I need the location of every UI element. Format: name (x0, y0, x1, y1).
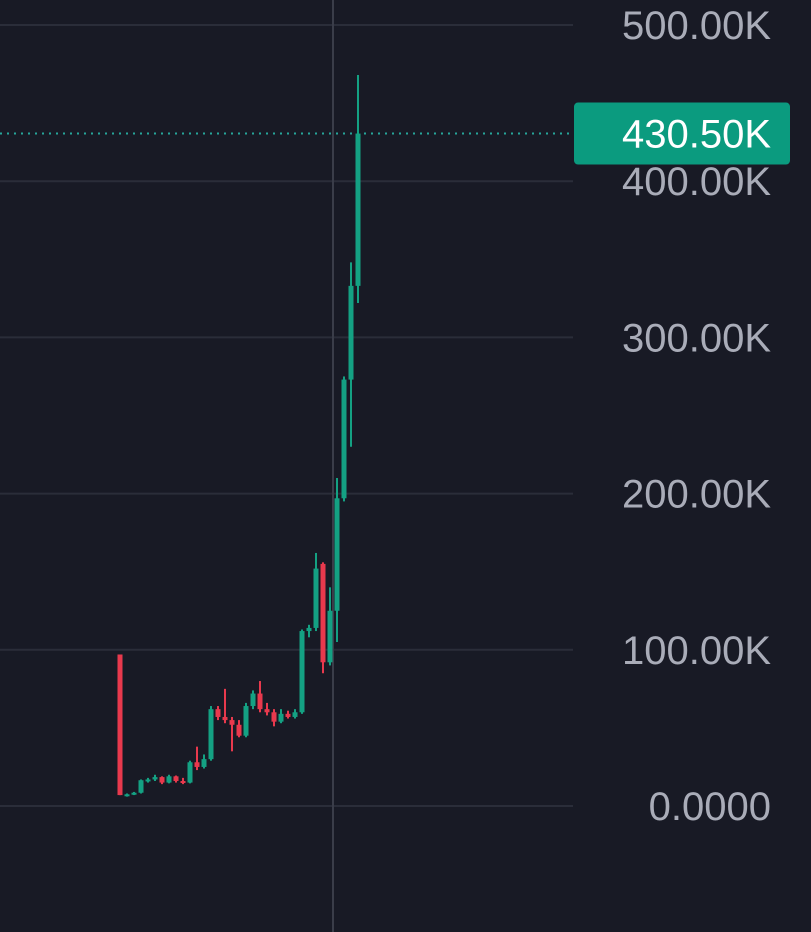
current-price-tag: 430.50K (574, 103, 790, 165)
candle[interactable] (244, 703, 249, 737)
price-axis-tick-label: 500.00K (622, 4, 771, 48)
candle[interactable] (118, 654, 123, 795)
candle[interactable] (321, 562, 326, 673)
price-axis-tick-label: 200.00K (622, 473, 771, 517)
candle-body (216, 709, 221, 717)
price-axis-tick-label: 400.00K (622, 160, 771, 204)
candle-body (314, 569, 319, 628)
candle-body (195, 762, 200, 767)
candle-body (167, 776, 172, 782)
candle-body (174, 776, 179, 781)
candle-body (342, 380, 347, 499)
candle-body (118, 654, 123, 795)
candle-body (237, 725, 242, 736)
candle-body (279, 714, 284, 722)
candle-body (300, 631, 305, 712)
candle-body (160, 777, 165, 782)
price-axis-tick-label: 300.00K (622, 316, 771, 360)
candle-body (188, 762, 193, 782)
candle-body (153, 777, 158, 779)
candle[interactable] (209, 706, 214, 761)
candle-body (328, 611, 333, 663)
candle-body (230, 720, 235, 725)
candle[interactable] (300, 629, 305, 713)
price-axis-tick-label: 100.00K (622, 629, 771, 673)
candle-body (223, 717, 228, 720)
candle-body (307, 628, 312, 631)
candle-body (349, 286, 354, 380)
candle-body (132, 793, 137, 795)
candle[interactable] (139, 779, 144, 793)
candle-body (258, 694, 263, 710)
candle[interactable] (188, 761, 193, 784)
candle-body (286, 714, 291, 717)
candle-body (209, 709, 214, 759)
candle[interactable] (342, 376, 347, 501)
candle-body (146, 779, 151, 781)
current-price-label: 430.50K (622, 113, 771, 157)
candle-body (356, 134, 361, 286)
candle-body (335, 498, 340, 610)
candle-body (251, 694, 256, 706)
candle-body (321, 564, 326, 662)
candle-body (244, 706, 249, 736)
candle-body (265, 709, 270, 712)
candle-body (202, 759, 207, 767)
price-axis-tick-label: 0.0000 (649, 785, 771, 829)
candle-body (181, 781, 186, 783)
candle-body (272, 712, 277, 721)
candle-body (293, 712, 298, 717)
candle-body (139, 780, 144, 792)
candle-body (125, 794, 130, 796)
